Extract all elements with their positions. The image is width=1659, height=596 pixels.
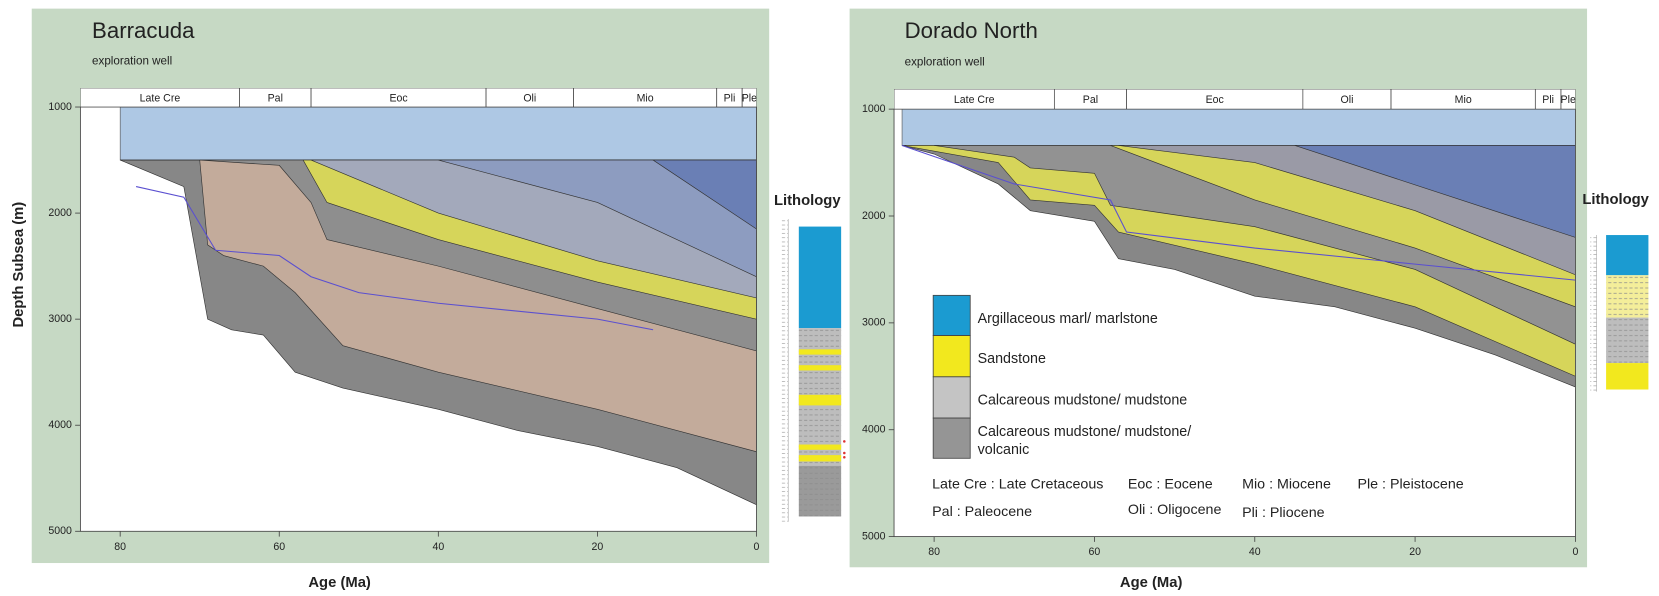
legend-item: Argillaceous marl/ marlstone	[978, 295, 1221, 339]
legend-item: Sandstone	[978, 336, 1221, 381]
period-label: Pal	[1083, 94, 1098, 106]
period-label: Late Cre	[140, 92, 181, 104]
y-tick-label: 3000	[48, 313, 72, 325]
y-tick-label: 5000	[862, 530, 886, 542]
y-axis-label: Depth Subsea (m)	[11, 202, 27, 328]
water-layer	[120, 107, 756, 160]
abbreviation-note: Mio : Miocene	[1242, 477, 1331, 493]
x-tick-label: 40	[432, 541, 444, 553]
x-axis-label: Age (Ma)	[1120, 575, 1183, 591]
period-label: Mio	[637, 92, 654, 104]
legend-label: Argillaceous marl/ marlstone	[978, 295, 1221, 339]
period-label: Eoc	[389, 92, 408, 104]
abbreviation-note: Pli : Pliocene	[1242, 505, 1325, 521]
period-label: Oli	[1340, 94, 1353, 106]
legend-item: Calcareous mudstone/ mudstone	[978, 377, 1221, 422]
lithology-column	[782, 219, 846, 522]
y-tick-label: 5000	[48, 525, 72, 537]
period-bar: Late Cre Pal Eoc Oli Mio Pli Ple	[80, 88, 757, 107]
period-label: Mio	[1455, 94, 1472, 106]
legend-label: Sandstone	[978, 336, 1221, 381]
legend-label: Calcareous mudstone/ mudstone	[978, 377, 1221, 422]
x-tick-label: 80	[928, 546, 940, 558]
period-label: Pli	[1542, 94, 1554, 106]
period-label: Eoc	[1206, 94, 1225, 106]
x-tick-label: 40	[1249, 546, 1261, 558]
lithology-label: Lithology	[774, 193, 841, 209]
y-tick-label: 2000	[48, 207, 72, 219]
y-tick-label: 4000	[862, 424, 886, 436]
period-label: Pal	[268, 92, 283, 104]
legend-swatch	[933, 418, 970, 458]
figure: Late CrePalEocOliMioPliPle10002000300040…	[0, 0, 1659, 596]
chart-subtitle: exploration well	[905, 56, 985, 69]
abbreviation-note: Ple : Pleistocene	[1357, 477, 1463, 493]
y-tick-label: 2000	[862, 210, 886, 222]
period-label: Pli	[724, 92, 736, 104]
chart-title: Barracuda	[92, 18, 195, 43]
page: {"chart_data": [ {"type": "burial", "tit…	[0, 0, 1659, 596]
x-tick-label: 60	[1089, 546, 1101, 558]
period-bar: Late Cre Pal Eoc Oli Mio Pli Ple	[894, 89, 1576, 109]
y-tick-label: 1000	[48, 101, 72, 113]
legend-swatch	[933, 295, 970, 335]
legend-swatch	[933, 377, 970, 418]
legend-label: Calcareous mudstone/ mudstone/ volcanic	[978, 418, 1221, 462]
y-tick-label: 1000	[862, 103, 886, 115]
chart-subtitle: exploration well	[92, 55, 172, 68]
lithology-column	[1590, 235, 1648, 392]
x-tick-label: 0	[1572, 546, 1578, 558]
y-tick-label: 4000	[48, 419, 72, 431]
period-label: Oli	[523, 92, 536, 104]
water-layer	[902, 109, 1575, 145]
period-label: Ple	[742, 92, 757, 104]
x-tick-label: 20	[1409, 546, 1421, 558]
abbreviation-note: Eoc : Eocene	[1128, 477, 1213, 493]
abbreviation-note: Pal : Paleocene	[932, 504, 1032, 520]
y-tick-label: 3000	[862, 317, 886, 329]
x-tick-label: 0	[754, 541, 760, 553]
x-tick-label: 20	[592, 541, 604, 553]
abbreviation-note: Oli : Oligocene	[1128, 502, 1222, 518]
chart-title: Dorado North	[905, 18, 1038, 43]
lithology-label: Lithology	[1582, 192, 1649, 208]
abbreviation-note: Late Cre : Late Cretaceous	[932, 477, 1103, 493]
legend-swatch	[933, 336, 970, 377]
legend-item: Calcareous mudstone/ mudstone/ volcanic	[978, 418, 1221, 462]
x-axis-label: Age (Ma)	[308, 575, 371, 591]
period-label: Late Cre	[954, 94, 995, 106]
x-tick-label: 80	[114, 541, 126, 553]
period-label: Ple	[1561, 94, 1576, 106]
x-tick-label: 60	[273, 541, 285, 553]
